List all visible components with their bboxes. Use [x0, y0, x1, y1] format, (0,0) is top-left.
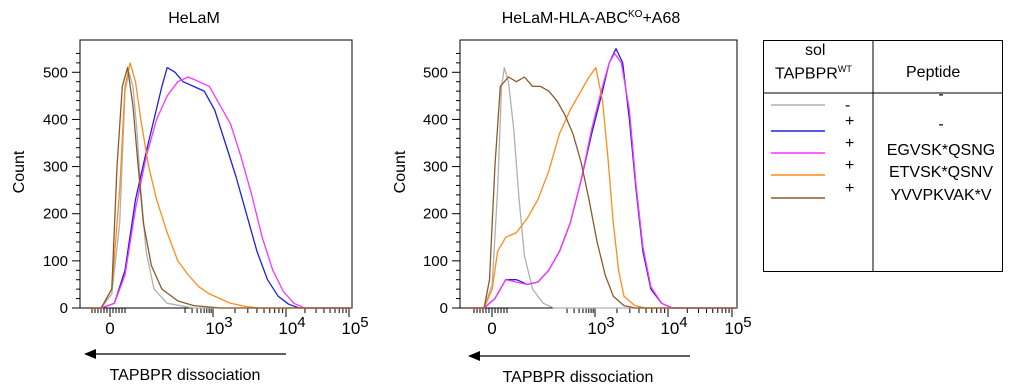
histogram-series [468, 52, 737, 309]
dissociation-arrowhead [84, 349, 96, 359]
y-tick-label: 100 [43, 253, 68, 270]
y-tick-label: 300 [423, 159, 448, 176]
x-tick-label: 0 [487, 319, 496, 338]
series-group [88, 62, 352, 309]
x-tick-label: 0 [105, 319, 114, 338]
x-tick-label: 105 [724, 314, 751, 338]
legend-peptide-value: - [938, 86, 944, 103]
legend-col1-header-sup: WT [837, 64, 852, 74]
histogram-series [468, 48, 737, 309]
panel-title: HeLaM [168, 10, 220, 27]
legend-sol-value: + [845, 113, 855, 130]
y-tick-label: 0 [60, 300, 68, 317]
x-tick-label: 104 [278, 314, 305, 338]
x-tick-label: 104 [660, 314, 687, 338]
y-tick-label: 500 [43, 64, 68, 81]
y-ticks: 0 100 200 300 400 500 [423, 52, 460, 317]
histogram-series [468, 76, 737, 309]
histogram-series [88, 66, 352, 309]
histogram-series [88, 76, 352, 309]
legend-sol-value: + [845, 157, 855, 174]
histogram-series [88, 66, 352, 309]
series-group [468, 48, 737, 309]
legend-sol-value: + [845, 180, 855, 197]
legend-grid [763, 40, 1003, 272]
y-axis-label: Count [11, 150, 28, 193]
panel-helam-hla-ko-a68: HeLaM-HLA-ABCKO+A68 Count 0 100 200 300 400 5… [392, 9, 752, 386]
y-tick-label: 100 [423, 253, 448, 270]
legend-col1-header-line1: sol [805, 42, 826, 59]
histogram-series [468, 66, 737, 309]
histogram-series [88, 62, 352, 309]
legend-peptide-value: ETVSK*QSNV [888, 164, 994, 181]
x-axis-label: TAPBPR dissociation [503, 369, 654, 386]
y-tick-label: 200 [43, 206, 68, 223]
x-ticks: 0 103 104 105 [473, 308, 752, 338]
histogram-series [468, 66, 737, 309]
y-axis-label: Count [392, 150, 409, 193]
x-axis-label: TAPBPR dissociation [110, 367, 261, 384]
y-tick-label: 0 [440, 300, 448, 317]
legend-peptide-value: YVVPKVAK*V [890, 187, 992, 204]
y-tick-label: 400 [43, 111, 68, 128]
y-tick-label: 300 [43, 159, 68, 176]
y-tick-label: 400 [423, 111, 448, 128]
legend-col2-header: Peptide [906, 64, 961, 81]
legend-table: sol TAPBPRWT Peptide - - + - + EGVSK*QSNG + ETV… [763, 40, 1003, 272]
legend-col1-header-text: TAPBPR [775, 65, 838, 83]
legend-sol-value: + [845, 135, 855, 152]
legend-col1-header-line2: TAPBPRWT [775, 64, 852, 83]
y-tick-label: 200 [423, 206, 448, 223]
legend-sol-value: - [845, 97, 851, 114]
x-tick-label: 103 [205, 314, 232, 338]
legend-peptide-value: - [938, 116, 944, 133]
y-ticks: 0 100 200 300 400 500 [43, 52, 80, 317]
x-ticks: 0 103 104 105 [91, 308, 369, 338]
x-tick-label: 103 [587, 314, 614, 338]
histogram-series [88, 71, 352, 309]
dissociation-arrowhead [468, 351, 480, 361]
x-tick-label: 105 [341, 314, 368, 338]
panel-title: HeLaM-HLA-ABCKO+A68 [502, 9, 681, 27]
legend-peptide-value: EGVSK*QSNG [886, 142, 996, 159]
y-tick-label: 500 [423, 64, 448, 81]
